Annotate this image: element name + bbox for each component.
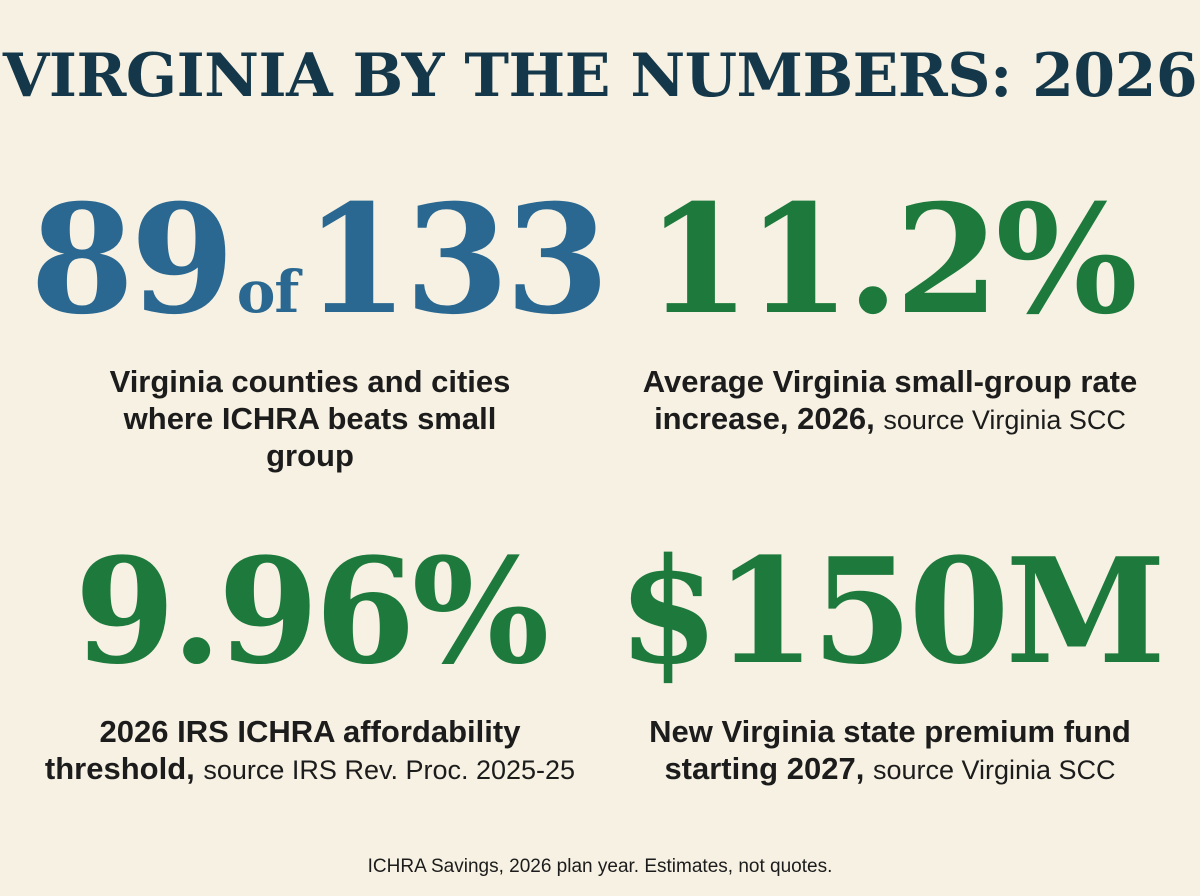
stat-rate-increase-description: Average Virginia small-group rate increa… [610,363,1170,437]
stat-premium-fund-source: source Virginia SCC [872,755,1116,786]
stat-affordability: 9.96% 2026 IRS ICHRA affordability thres… [20,540,600,787]
stat-premium-fund-text: New Virginia state premium fund starting… [649,714,1131,787]
stat-premium-fund-description: New Virginia state premium fund starting… [610,713,1170,787]
stat-rate-increase-value: 11.2% [646,172,1138,348]
stat-affordability-value: 9.96% [74,527,550,697]
stat-counties: 89 of133 Virginia counties and cities whe… [30,185,610,475]
stat-counties-description: Virginia counties and cities where ICHRA… [30,363,590,475]
stat-premium-fund: $150M New Virginia state premium fund st… [610,540,1170,787]
stat-counties-of: of [236,258,300,326]
stat-rate-increase: 11.2% Average Virginia small-group rate … [610,185,1170,437]
stat-counties-total: 133 [304,172,609,348]
stat-counties-value: 89 of133 [30,185,610,335]
stat-affordability-text: 2026 IRS ICHRA affordability threshold, [44,714,521,787]
stat-counties-text: Virginia counties and cities where ICHRA… [109,364,511,474]
stat-affordability-description: 2026 IRS ICHRA affordability threshold, … [20,713,600,787]
footer-note: ICHRA Savings, 2026 plan year. Estimates… [367,856,833,877]
stat-counties-count: 89 [30,172,235,348]
stat-rate-increase-source: source Virginia SCC [883,405,1126,436]
stat-affordability-source: source IRS Rev. Proc. 2025-25 [203,755,576,786]
stat-premium-fund-value: $150M [617,527,1166,697]
stat-rate-increase-text: Average Virginia small-group rate increa… [642,364,1138,437]
page-title: VIRGINIA BY THE NUMBERS: 2026 [2,41,1198,111]
